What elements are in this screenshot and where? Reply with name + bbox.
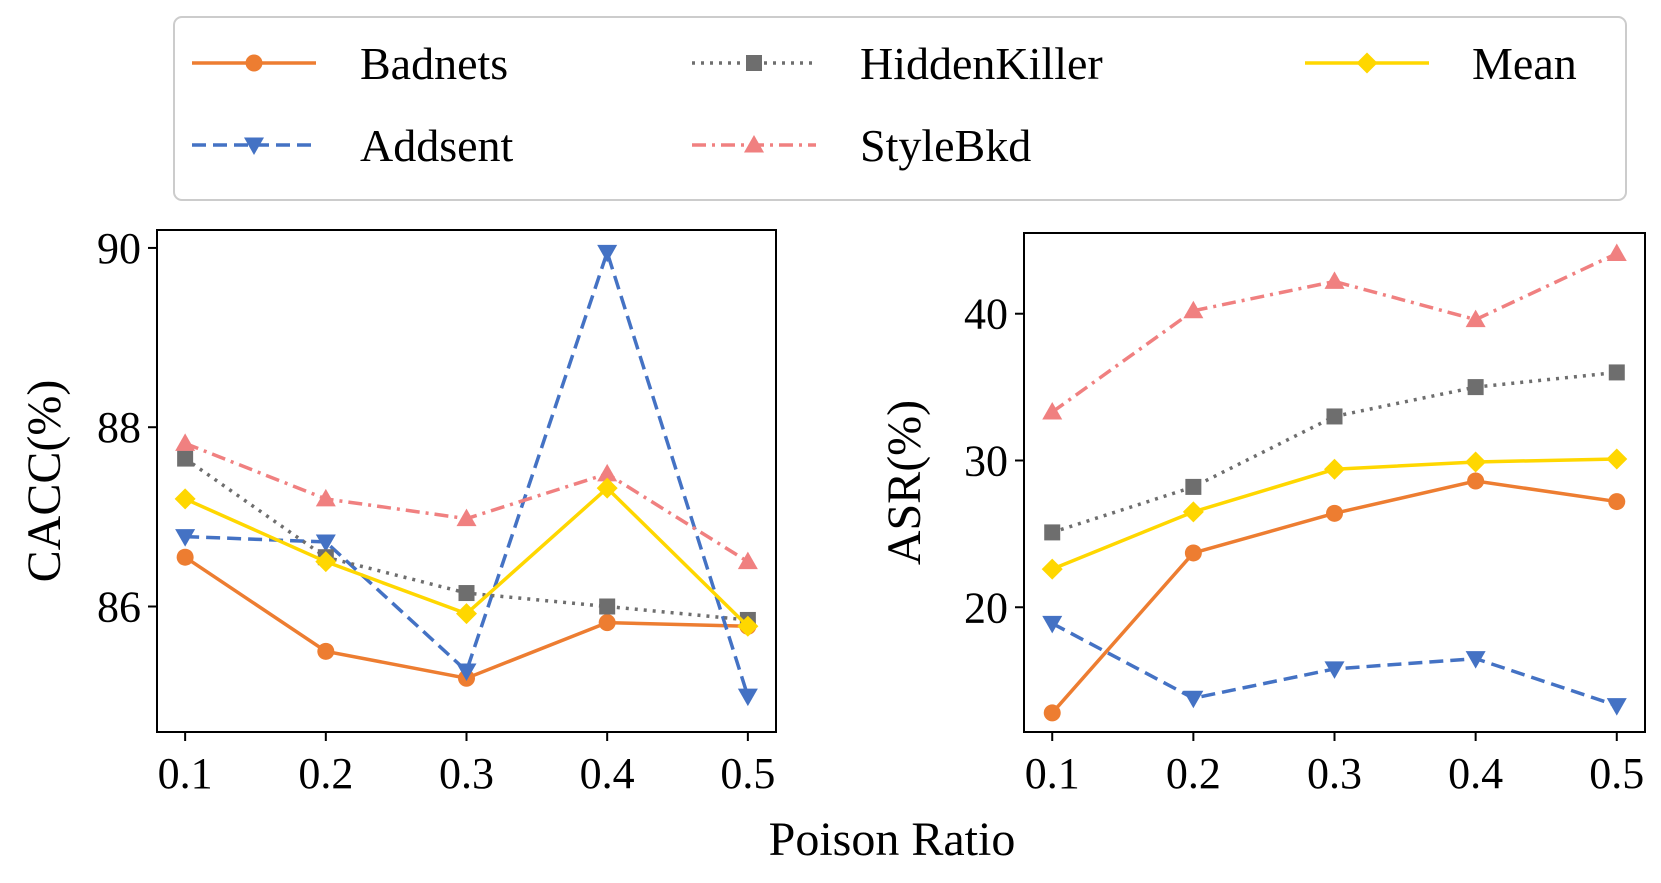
x-tick-label: 0.5 <box>1589 749 1644 798</box>
data-point-mean <box>1324 458 1345 480</box>
data-point-hiddenkiller <box>177 450 194 467</box>
data-point-hiddenkiller <box>458 585 475 602</box>
data-point-badnets <box>1326 504 1343 522</box>
data-point-stylebkd <box>315 488 336 507</box>
data-point-addsent <box>175 529 196 547</box>
y-tick-label: 90 <box>97 224 141 273</box>
legend-entry-mean: Mean <box>1305 38 1577 89</box>
data-point-badnets <box>1043 704 1061 722</box>
data-point-stylebkd <box>175 433 196 451</box>
data-point-addsent <box>597 244 618 263</box>
x-tick-label: 0.1 <box>1025 749 1080 798</box>
series-stylebkd <box>1042 243 1627 420</box>
legend-entry-badnets: Badnets <box>192 38 508 89</box>
data-point-addsent <box>456 663 477 682</box>
data-point-badnets <box>176 548 194 566</box>
y-tick-label: 88 <box>97 403 141 452</box>
y-tick-label: 86 <box>97 583 141 632</box>
x-tick-label: 0.3 <box>1307 749 1362 798</box>
data-point-stylebkd <box>1465 309 1486 328</box>
data-point-badnets <box>1608 493 1626 511</box>
x-tick-label: 0.2 <box>1166 749 1221 798</box>
legend-box <box>173 16 1627 201</box>
series-addsent <box>1042 615 1627 716</box>
data-point-addsent <box>1465 651 1486 669</box>
asr-plot: 0.1 0.2 0.3 0.4 0.5 20 30 40 ASR(%) <box>878 232 1646 798</box>
data-point-mean <box>1182 501 1204 523</box>
legend-entry-addsent: Addsent <box>192 120 514 171</box>
data-point-hiddenkiller <box>1185 478 1202 495</box>
x-tick-label: 0.4 <box>1448 749 1503 798</box>
data-point-mean <box>737 615 759 637</box>
data-point-mean <box>456 603 477 625</box>
data-point-hiddenkiller <box>1467 379 1484 396</box>
series-hiddenkiller <box>177 450 756 628</box>
data-point-hiddenkiller <box>1326 408 1343 425</box>
data-point-stylebkd <box>456 508 477 527</box>
data-point-mean <box>1041 558 1063 580</box>
series-badnets <box>1043 472 1626 722</box>
x-tick-label: 0.4 <box>580 749 635 798</box>
data-point-addsent <box>1324 661 1345 679</box>
data-point-hiddenkiller <box>1608 364 1625 381</box>
legend-label-stylebkd: StyleBkd <box>860 120 1031 171</box>
series-addsent <box>175 244 758 707</box>
data-point-badnets <box>317 642 335 660</box>
plot-frame <box>156 229 777 733</box>
x-tick-label: 0.3 <box>439 749 494 798</box>
legend: Badnets Addsent HiddenKiller StyleBkd Mean <box>173 16 1627 201</box>
data-point-addsent <box>315 534 336 552</box>
data-point-addsent <box>1042 615 1063 634</box>
legend-marker-mean <box>1356 52 1378 74</box>
data-point-stylebkd <box>1183 300 1204 319</box>
data-point-stylebkd <box>1324 271 1345 289</box>
legend-label-hiddenkiller: HiddenKiller <box>860 38 1103 89</box>
legend-entry-stylebkd: StyleBkd <box>692 120 1031 171</box>
data-point-mean <box>1465 451 1487 473</box>
y-axis-label: CACC(%) <box>18 380 71 583</box>
shared-x-axis-label: Poison Ratio <box>769 813 1016 866</box>
data-point-mean <box>1606 448 1628 470</box>
x-tick-label: 0.5 <box>720 749 775 798</box>
series-stylebkd <box>175 433 758 570</box>
y-tick-label: 20 <box>964 583 1008 632</box>
series-mean <box>174 477 759 637</box>
data-point-stylebkd <box>597 463 618 482</box>
data-point-hiddenkiller <box>1044 524 1061 541</box>
legend-label-badnets: Badnets <box>360 38 508 89</box>
y-tick-label: 40 <box>964 290 1008 339</box>
y-tick-label: 30 <box>964 436 1008 485</box>
series-line-addsent <box>185 246 750 697</box>
cacc-plot: 0.1 0.2 0.3 0.4 0.5 86 88 90 CACC(%) <box>18 224 777 798</box>
data-point-hiddenkiller <box>599 598 616 615</box>
data-point-mean <box>596 477 618 499</box>
y-axis-label: ASR(%) <box>878 400 931 565</box>
data-point-mean <box>174 488 196 510</box>
data-point-badnets <box>1467 472 1485 490</box>
legend-entry-hiddenkiller: HiddenKiller <box>692 38 1103 89</box>
x-tick-label: 0.1 <box>158 749 213 798</box>
legend-marker-stylebkd <box>744 135 764 153</box>
data-point-addsent <box>1606 698 1627 716</box>
legend-marker-addsent <box>244 137 264 155</box>
data-point-mean <box>315 551 337 573</box>
data-point-stylebkd <box>737 551 758 570</box>
data-point-badnets <box>1184 544 1202 562</box>
data-point-addsent <box>1183 690 1204 709</box>
data-point-addsent <box>737 688 758 707</box>
data-point-stylebkd <box>1042 402 1063 420</box>
legend-marker-badnets <box>245 54 263 72</box>
legend-marker-hiddenkiller <box>746 55 762 71</box>
series-hiddenkiller <box>1044 364 1625 541</box>
x-tick-label: 0.2 <box>298 749 353 798</box>
legend-label-addsent: Addsent <box>360 120 514 171</box>
data-point-stylebkd <box>1606 243 1627 262</box>
data-point-badnets <box>598 614 616 632</box>
series-mean <box>1041 448 1628 580</box>
legend-label-mean: Mean <box>1472 38 1577 89</box>
